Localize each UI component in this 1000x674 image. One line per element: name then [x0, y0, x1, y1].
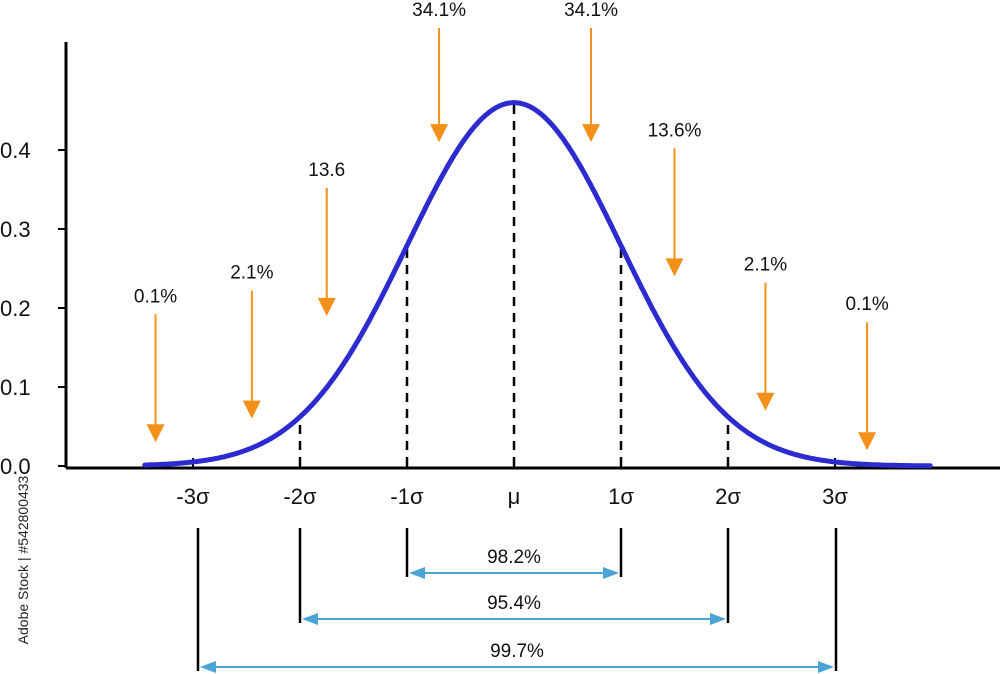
percentage-annotations: 0.1% 2.1% 13.6 34.1% 34.1% 13.6% 2.1% 0.1% — [134, 0, 889, 451]
percentage-label: 13.6 — [308, 160, 345, 181]
sigma-lines — [298, 102, 730, 466]
percentage-label: 0.1% — [134, 286, 177, 307]
range-arrow-head-right — [603, 567, 619, 579]
range-label: 95.4% — [487, 593, 541, 614]
axes: 0.0 0.1 0.2 0.3 0.4 -3σ -2σ -1σ μ 1σ 2σ 3σ — [0, 42, 1000, 509]
x-tick-label: μ — [508, 484, 521, 509]
curve-layer — [142, 100, 933, 469]
range-label: 99.7% — [490, 641, 544, 662]
percentage-label: 2.1% — [744, 255, 787, 276]
percentage-label: 34.1% — [412, 0, 466, 21]
normal-curve — [142, 100, 933, 469]
range-arrow-head-right — [710, 613, 726, 625]
annotation-arrow-head — [582, 124, 601, 143]
range-arrow-head-left — [409, 567, 425, 579]
range-label: 98.2% — [487, 547, 541, 568]
percentage-label: 0.1% — [845, 294, 888, 315]
annotation-arrow-head — [146, 424, 165, 443]
annotation-arrow-head — [665, 258, 684, 277]
y-tick-label: 0.3 — [0, 217, 31, 242]
y-tick-label: 0.4 — [0, 138, 31, 163]
range-arrow-head-left — [302, 613, 318, 625]
x-tick-label: 1σ — [608, 484, 634, 509]
percentage-label: 13.6% — [648, 120, 702, 141]
interval-ranges: 98.2% 95.4% 99.7% — [196, 528, 838, 673]
annotation-arrow-head — [756, 392, 775, 411]
annotation-arrow-head — [317, 297, 336, 316]
x-tick-label: 3σ — [822, 484, 848, 509]
x-tick-label: 2σ — [715, 484, 741, 509]
range-arrow-head-left — [200, 661, 216, 673]
y-tick-label: 0.0 — [0, 454, 31, 479]
annotation-arrow-head — [242, 400, 261, 419]
x-tick-label: -1σ — [390, 484, 424, 509]
range-arrow-head-right — [818, 661, 834, 673]
x-tick-label: -3σ — [176, 484, 210, 509]
annotation-arrow-head — [430, 124, 449, 143]
annotation-arrow-head — [858, 432, 877, 451]
percentage-label: 34.1% — [564, 0, 618, 21]
x-tick-label: -2σ — [283, 484, 317, 509]
y-tick-label: 0.2 — [0, 296, 31, 321]
percentage-label: 2.1% — [230, 263, 273, 284]
y-tick-label: 0.1 — [0, 375, 31, 400]
watermark-text: Adobe Stock | #542800433 — [15, 475, 31, 644]
